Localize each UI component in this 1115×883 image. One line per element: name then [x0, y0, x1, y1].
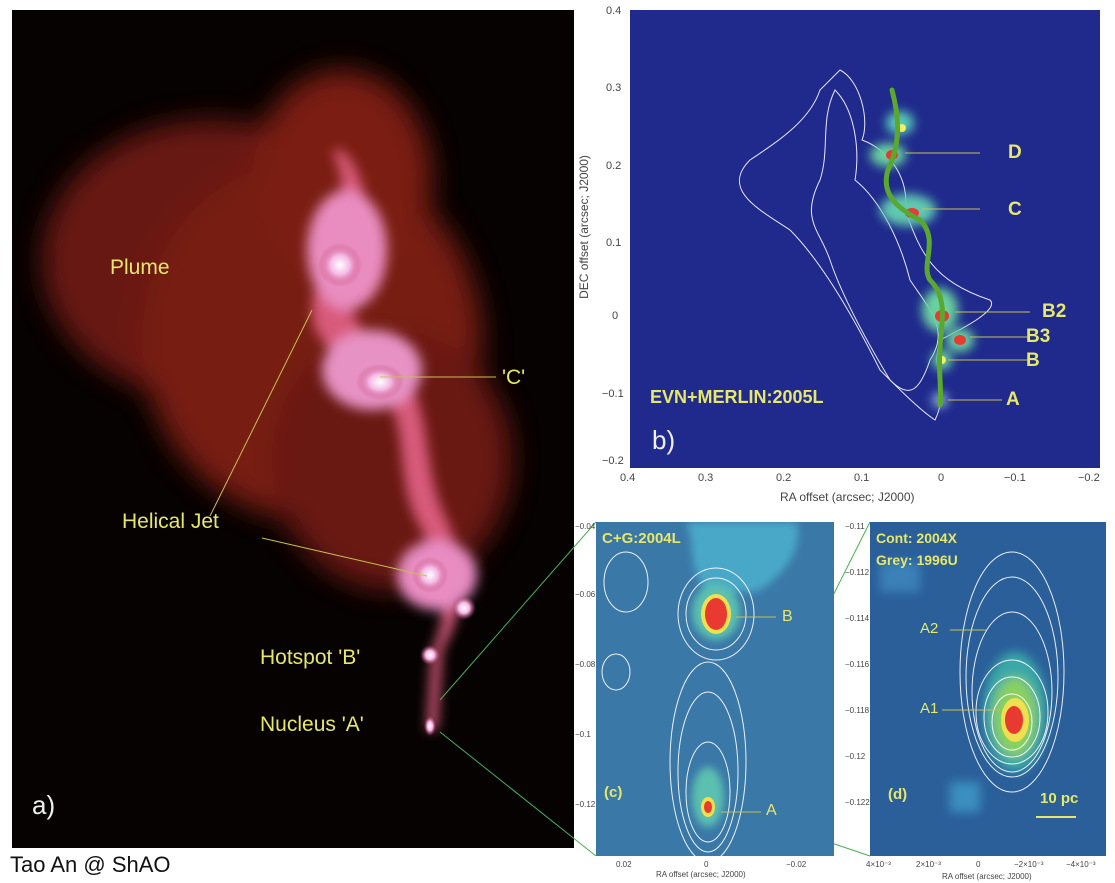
panel-a-letter: a): [32, 790, 56, 820]
panel-b-label-b2: B2: [1042, 301, 1067, 322]
panel-d-ytick: −0.116: [845, 660, 870, 669]
panel-c-title: C+G:2004L: [602, 530, 681, 547]
panel-d-image: [880, 551, 1076, 818]
panel-c-label-b: B: [782, 608, 793, 625]
panel-d-xtick: 2×10⁻³: [916, 860, 941, 869]
panel-d-ytick: −0.118: [845, 706, 870, 715]
panel-c-map: B A C+G:2004L (c): [596, 522, 834, 856]
panel-d-ytick: −0.114: [845, 614, 870, 623]
panel-d-xtick: 4×10⁻³: [866, 860, 891, 869]
panel-d-xtick: 0: [976, 860, 981, 869]
panel-b-label-b: B: [1026, 350, 1040, 371]
panel-a-image: [42, 70, 512, 736]
panel-b-letter: b): [652, 425, 676, 455]
panel-d-xtick: −2×10⁻³: [1014, 860, 1044, 869]
panel-c-xlabel: RA offset (arcsec; J2000): [656, 870, 746, 879]
panel-b-xtick: −0.1: [1004, 472, 1026, 484]
panel-c-letter: (c): [604, 784, 623, 801]
panel-c-yticks: −0.04 −0.06 −0.08 −0.1 −0.12: [575, 522, 595, 856]
panel-b-label-d: D: [1008, 142, 1022, 163]
panel-c-ytick: −0.12: [575, 800, 596, 809]
label-hotspot-b: Hotspot 'B': [260, 646, 361, 669]
panel-d-ytick: −0.12: [845, 752, 866, 761]
panel-b-xtick: 0.2: [776, 472, 792, 484]
panel-b-ytick: 0.3: [606, 82, 622, 94]
panel-d-xticks: 4×10⁻³ 2×10⁻³ 0 −2×10⁻³ −4×10⁻³: [866, 860, 1111, 872]
panel-b-label-a: A: [1006, 389, 1020, 410]
credit-line: Tao An @ ShAO: [10, 852, 171, 877]
panel-b-label-b3: B3: [1026, 326, 1051, 347]
panel-d-scale-label: 10 pc: [1040, 790, 1079, 807]
panel-b-label-c: C: [1008, 199, 1022, 220]
panel-c-xtick: 0: [704, 860, 709, 869]
panel-c-ytick: −0.04: [575, 522, 596, 531]
panel-d-yticks: −0.11 −0.112 −0.114 −0.116 −0.118 −0.12 …: [845, 522, 870, 856]
panel-b-xlabel: RA offset (arcsec; J2000): [780, 490, 915, 504]
panel-b-image: [738, 69, 1030, 421]
panel-d-ytick: −0.122: [845, 798, 870, 807]
panel-b-yticks: 0.4 0.3 0.2 0.1 0 −0.1 −0.2: [602, 0, 628, 470]
panel-b-xtick: 0: [938, 472, 945, 484]
panel-b-ytick: −0.1: [602, 388, 624, 400]
panel-b-xtick: 0.3: [698, 472, 714, 484]
panel-b-ytick: 0: [612, 310, 619, 322]
panel-c-image: [601, 522, 798, 856]
panel-c-label-a: A: [766, 802, 777, 819]
panel-c-xtick: 0.02: [616, 860, 632, 869]
panel-d-xtick: −4×10⁻³: [1066, 860, 1096, 869]
panel-d-label-a1: A1: [920, 700, 939, 717]
panel-b-xtick: 0.1: [854, 472, 870, 484]
panel-d-ytick: −0.112: [845, 568, 870, 577]
panel-d-title-1: Cont: 2004X: [876, 530, 957, 546]
panel-c-ytick: −0.08: [575, 660, 596, 669]
panel-b-ytick: 0.4: [606, 5, 622, 17]
label-plume: Plume: [110, 256, 170, 279]
panel-b-xtick: −0.2: [1078, 472, 1100, 484]
panel-c-xticks: 0.02 0 −0.02: [596, 860, 834, 872]
label-component-c: 'C': [502, 366, 526, 389]
panel-c-ytick: −0.1: [575, 730, 591, 739]
panel-d-map: Cont: 2004X Grey: 1996U A2 A1 (d) 10 pc: [870, 522, 1106, 856]
panel-d-label-a2: A2: [920, 620, 939, 637]
panel-c-xtick: −0.02: [786, 860, 807, 869]
panel-b-ytick: 0.1: [606, 237, 622, 249]
panel-b-xtick: 0.4: [620, 472, 636, 484]
panel-b-map: D C B2 B3 B A EVN+MERLIN:2005L b): [630, 10, 1100, 468]
panel-b-ytick: −0.2: [602, 455, 624, 467]
panel-a-radio-image: Plume 'C' Helical Jet Hotspot 'B' Nucleu…: [12, 10, 574, 848]
panel-d-ytick: −0.11: [845, 522, 865, 531]
panel-c-ytick: −0.06: [575, 590, 596, 599]
panel-b-xticks: 0.4 0.3 0.2 0.1 0 −0.1 −0.2: [620, 472, 1110, 488]
panel-d-title-2: Grey: 1996U: [876, 552, 958, 568]
panel-d-xlabel: RA offset (arcsec; J2000): [942, 872, 1032, 881]
label-nucleus-a: Nucleus 'A': [260, 713, 364, 736]
panel-b-title: EVN+MERLIN:2005L: [650, 387, 824, 407]
panel-b-ytick: 0.2: [606, 160, 622, 172]
panel-d-letter: (d): [888, 786, 908, 803]
label-helical-jet: Helical Jet: [122, 510, 219, 533]
